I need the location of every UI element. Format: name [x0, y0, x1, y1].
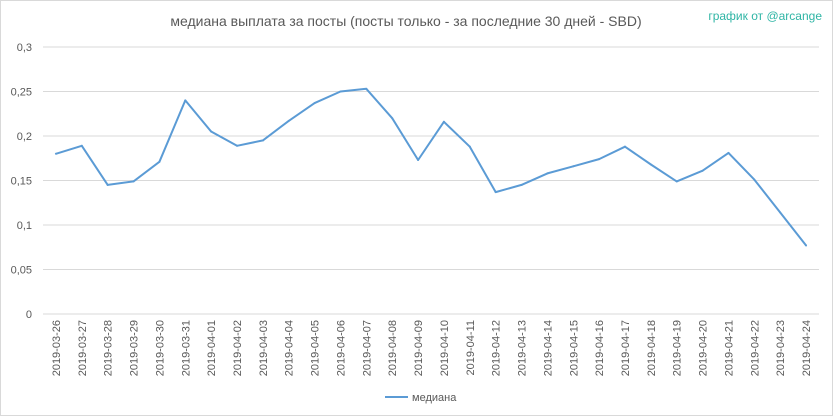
x-tick-label: 2019-03-27	[77, 320, 89, 376]
x-tick-label: 2019-04-18	[646, 320, 658, 376]
x-tick-label: 2019-04-04	[284, 320, 296, 376]
x-tick-label: 2019-04-11	[465, 320, 477, 375]
data-point	[54, 152, 57, 155]
data-point	[236, 144, 238, 147]
x-tick-label: 2019-03-31	[180, 320, 192, 376]
x-tick-label: 2019-04-12	[491, 320, 503, 376]
x-tick-label: 2019-04-08	[387, 320, 399, 376]
y-tick-label: 0,2	[17, 131, 32, 143]
data-point	[675, 180, 678, 183]
x-tick-label: 2019-04-15	[568, 320, 580, 376]
data-point	[624, 145, 626, 148]
data-point	[80, 144, 83, 147]
data-point	[287, 119, 290, 122]
x-tick-label: 2019-04-07	[361, 320, 373, 376]
data-point	[520, 183, 523, 186]
y-tick-label: 0,3	[17, 42, 32, 54]
data-point	[106, 183, 109, 186]
data-point	[468, 145, 471, 148]
x-tick-label: 2019-04-13	[517, 320, 529, 376]
x-tick-label: 2019-04-23	[775, 320, 787, 376]
chart-title: медиана выплата за посты (посты только -…	[170, 13, 641, 29]
data-point	[598, 158, 601, 161]
data-point	[184, 99, 187, 102]
data-point	[649, 163, 652, 166]
data-point	[365, 87, 368, 90]
x-tick-label: 2019-03-26	[51, 320, 63, 376]
data-point	[158, 160, 161, 163]
y-axis-ticks: 0 0,05 0,1 0,15 0,2 0,25 0,3	[11, 42, 32, 321]
data-point	[701, 169, 704, 172]
x-tick-label: 2019-03-28	[103, 320, 115, 376]
data-point	[261, 139, 264, 142]
data-point	[779, 211, 782, 214]
data-point	[210, 130, 213, 133]
data-point	[805, 244, 808, 247]
x-tick-label: 2019-04-06	[335, 320, 347, 376]
x-tick-label: 2019-04-17	[620, 320, 632, 376]
data-point	[572, 165, 575, 168]
x-tick-label: 2019-04-02	[232, 320, 244, 376]
x-tick-label: 2019-04-21	[723, 320, 735, 376]
watermark-credit: график от @arcange	[708, 9, 822, 23]
x-axis-ticks: 2019-03-26 2019-03-27 2019-03-28 2019-03-29…	[51, 320, 813, 376]
data-point	[313, 102, 316, 105]
data-point	[727, 151, 730, 154]
x-tick-label: 2019-04-20	[698, 320, 710, 376]
data-point	[753, 178, 756, 181]
legend-label: медиана	[412, 392, 457, 404]
x-tick-label: 2019-04-24	[801, 320, 813, 376]
x-tick-label: 2019-04-16	[594, 320, 606, 376]
data-point	[494, 191, 497, 194]
y-tick-label: 0,05	[11, 265, 32, 277]
data-point	[339, 90, 342, 93]
x-tick-label: 2019-04-05	[310, 320, 322, 376]
data-point	[546, 172, 549, 175]
x-tick-label: 2019-04-09	[413, 320, 425, 376]
data-point	[132, 180, 135, 183]
x-tick-label: 2019-04-19	[672, 320, 684, 376]
data-point	[391, 117, 394, 120]
data-point	[442, 120, 445, 123]
data-point	[417, 159, 420, 162]
x-tick-label: 2019-03-29	[129, 320, 141, 376]
x-tick-label: 2019-04-14	[542, 320, 554, 376]
y-tick-label: 0,15	[11, 176, 32, 188]
y-tick-label: 0	[26, 309, 32, 321]
x-tick-label: 2019-04-01	[206, 320, 218, 376]
gridlines	[43, 46, 819, 315]
series-layer	[54, 87, 808, 247]
x-tick-label: 2019-04-10	[439, 320, 451, 376]
series-line	[55, 87, 807, 247]
x-tick-label: 2019-03-30	[154, 320, 166, 376]
x-tick-label: 2019-04-22	[749, 320, 761, 376]
x-tick-label: 2019-04-03	[258, 320, 270, 376]
y-tick-label: 0,25	[11, 87, 32, 99]
y-tick-label: 0,1	[17, 220, 32, 232]
legend: медиана	[385, 392, 457, 404]
